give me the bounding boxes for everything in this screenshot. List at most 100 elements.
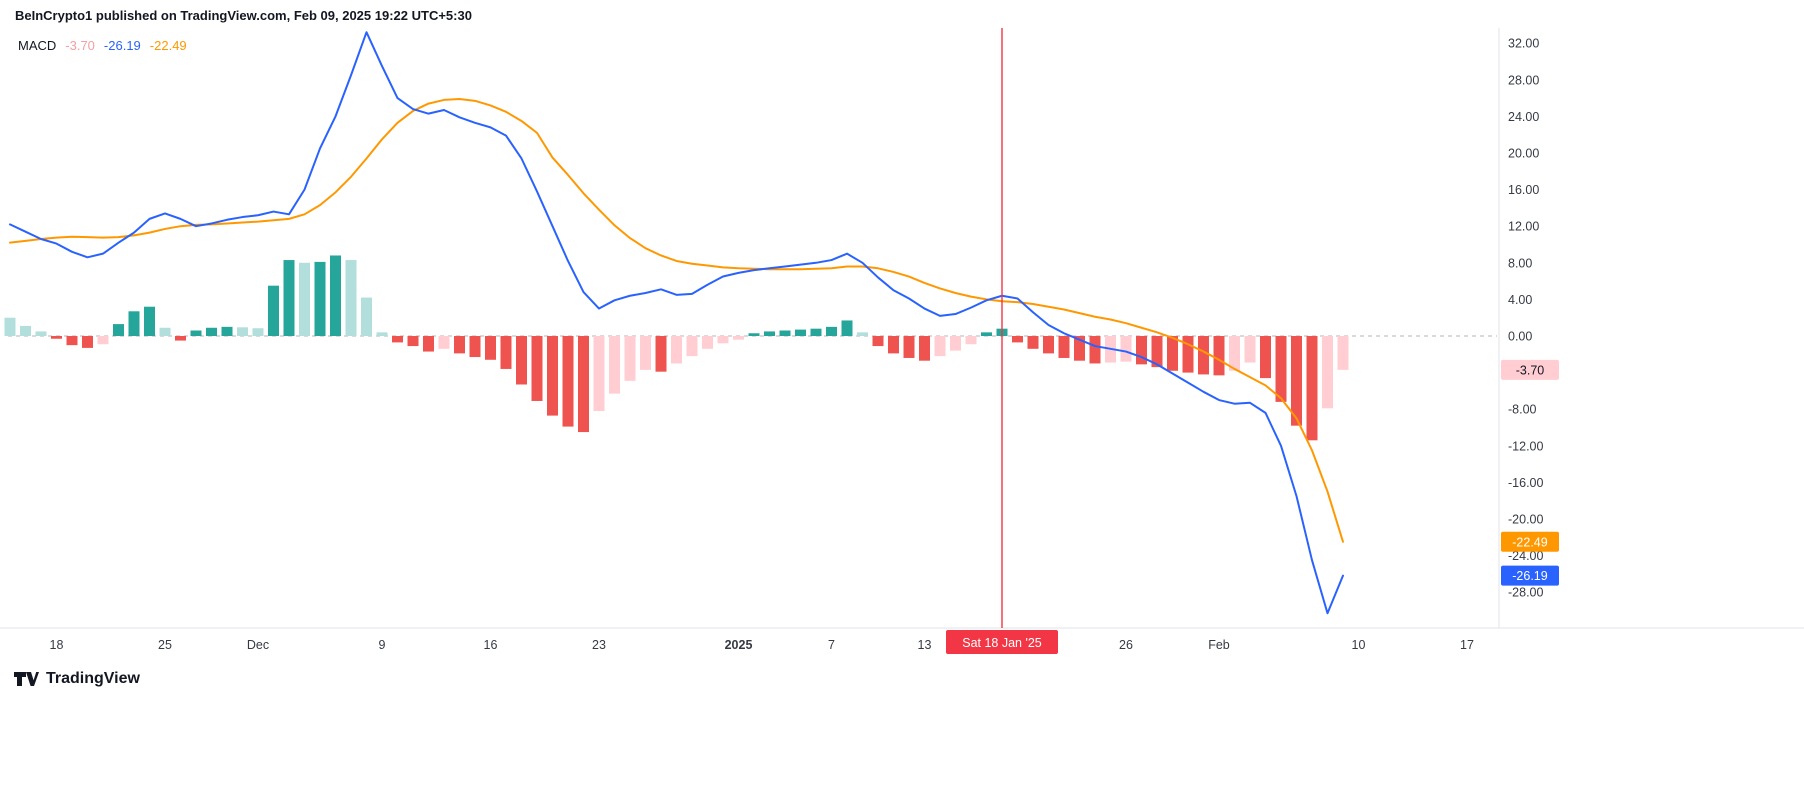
histogram-bar <box>35 331 47 336</box>
histogram-bar <box>981 332 992 336</box>
histogram-bar <box>671 336 682 364</box>
price-axis-label: 12.00 <box>1508 220 1539 234</box>
histogram-bar <box>1151 336 1163 368</box>
histogram-bar <box>469 336 481 358</box>
time-axis-label: 17 <box>1460 638 1474 652</box>
histogram-bar <box>686 336 698 357</box>
price-axis-label: 28.00 <box>1508 73 1539 87</box>
indicator-title: MACD <box>18 38 57 53</box>
histogram-bar <box>376 332 388 336</box>
time-axis-label: 13 <box>918 638 932 652</box>
histogram-bar <box>1167 336 1178 371</box>
histogram-bar <box>221 326 233 336</box>
histogram-bar <box>609 336 620 394</box>
tradingview-logo-link[interactable]: TradingView <box>13 670 140 688</box>
price-axis-label: 0.00 <box>1508 330 1532 344</box>
time-axis-label: 10 <box>1352 638 1366 652</box>
histogram-bar <box>888 336 899 354</box>
histogram-bar <box>919 336 930 361</box>
histogram-bar <box>1120 336 1132 362</box>
histogram-bar <box>516 336 527 385</box>
legend-macd-value: -26.19 <box>103 38 141 53</box>
histogram-bar <box>733 336 744 340</box>
time-axis-label: 16 <box>484 638 498 652</box>
histogram-bar <box>779 330 791 336</box>
histogram-bar <box>1213 336 1225 376</box>
histogram-bar <box>4 317 16 336</box>
histogram-bar <box>1322 336 1333 409</box>
histogram-bar <box>1043 336 1054 354</box>
histogram-bar <box>20 325 31 336</box>
histogram-bar <box>810 328 822 336</box>
histogram-bar <box>485 336 496 360</box>
price-axis-label: 8.00 <box>1508 256 1532 270</box>
price-axis-label: 32.00 <box>1508 37 1539 51</box>
time-axis-label: Dec <box>247 638 269 652</box>
histogram-bar <box>1012 336 1023 343</box>
histogram-bar <box>144 306 155 336</box>
histogram-bar <box>407 336 419 347</box>
histogram-bar <box>547 336 558 416</box>
histogram-bar <box>1291 336 1302 426</box>
histogram-bar <box>51 336 62 339</box>
histogram-bar <box>1306 336 1318 441</box>
price-axis-label: -12.00 <box>1508 439 1543 453</box>
histogram-bar <box>345 260 357 336</box>
histogram-bar <box>206 327 217 336</box>
price-badge-macd <box>1501 565 1559 586</box>
time-axis-label: 23 <box>592 638 606 652</box>
histogram-bar <box>950 336 961 351</box>
time-axis-label: 18 <box>50 638 64 652</box>
time-axis-label: Feb <box>1208 638 1230 652</box>
price-axis[interactable]: 32.00 28.00 24.00 20.00 16.00 12.00 8.00 4.00 0.… <box>1501 37 1559 600</box>
histogram-bar <box>934 336 946 357</box>
event-date-badge <box>946 630 1058 654</box>
histogram-bar <box>1275 336 1287 402</box>
histogram-bar <box>314 261 326 336</box>
histogram-bar <box>531 336 543 401</box>
time-axis[interactable]: 18 25 Dec 9 16 23 2025 7 13 26 Feb 10 17 Sat 18 Jan '… <box>50 630 1474 654</box>
histogram-bar <box>113 324 124 336</box>
histogram-bar <box>66 336 78 346</box>
histogram-bar <box>795 329 806 336</box>
histogram-bar <box>500 336 512 369</box>
histogram-bar <box>872 336 884 347</box>
histogram-bar <box>1260 336 1271 379</box>
price-axis-label: -28.00 <box>1508 586 1543 600</box>
histogram-bar <box>1074 336 1085 361</box>
tradingview-logo-icon <box>14 672 39 686</box>
price-badge-signal-value: -22.49 <box>1512 535 1547 549</box>
histogram-bar <box>1182 336 1194 373</box>
histogram-bar <box>82 336 93 348</box>
histogram-bar <box>438 336 450 349</box>
histogram-bar <box>857 332 868 336</box>
histogram-bar <box>299 262 310 336</box>
price-axis-label: -20.00 <box>1508 513 1543 527</box>
macd-line <box>9 31 1344 615</box>
attribution-header: BeInCrypto1 published on TradingView.com… <box>15 8 472 23</box>
histogram-bar <box>330 255 341 336</box>
histogram-bar <box>361 297 372 336</box>
histogram-bar <box>175 336 186 341</box>
histogram-bar <box>1337 336 1349 370</box>
histogram-bar <box>764 331 775 336</box>
histogram-bar <box>454 336 465 354</box>
histogram-bar <box>826 326 837 336</box>
tradingview-brand-text: TradingView <box>46 670 140 687</box>
histogram-bar <box>624 336 636 381</box>
price-badge-histogram <box>1501 359 1559 380</box>
histogram-bar <box>562 336 574 427</box>
indicator-legend[interactable]: MACD -3.70 -26.19 -22.49 <box>18 38 187 53</box>
macd-chart-pane[interactable]: 18 25 Dec 9 16 23 2025 7 13 26 Feb 10 17 Sat 18 Jan '… <box>0 28 1804 688</box>
histogram-bar <box>965 336 977 345</box>
histogram-bar <box>190 330 202 336</box>
price-axis-label: 20.00 <box>1508 147 1539 161</box>
histogram-bar <box>423 336 434 352</box>
price-axis-label: -16.00 <box>1508 476 1543 490</box>
price-axis-label: 16.00 <box>1508 183 1539 197</box>
price-axis-label: -24.00 <box>1508 549 1543 563</box>
price-badge-signal <box>1501 531 1559 552</box>
time-axis-label: 25 <box>158 638 172 652</box>
histogram-bar <box>97 336 109 345</box>
histogram-bar <box>1136 336 1147 365</box>
